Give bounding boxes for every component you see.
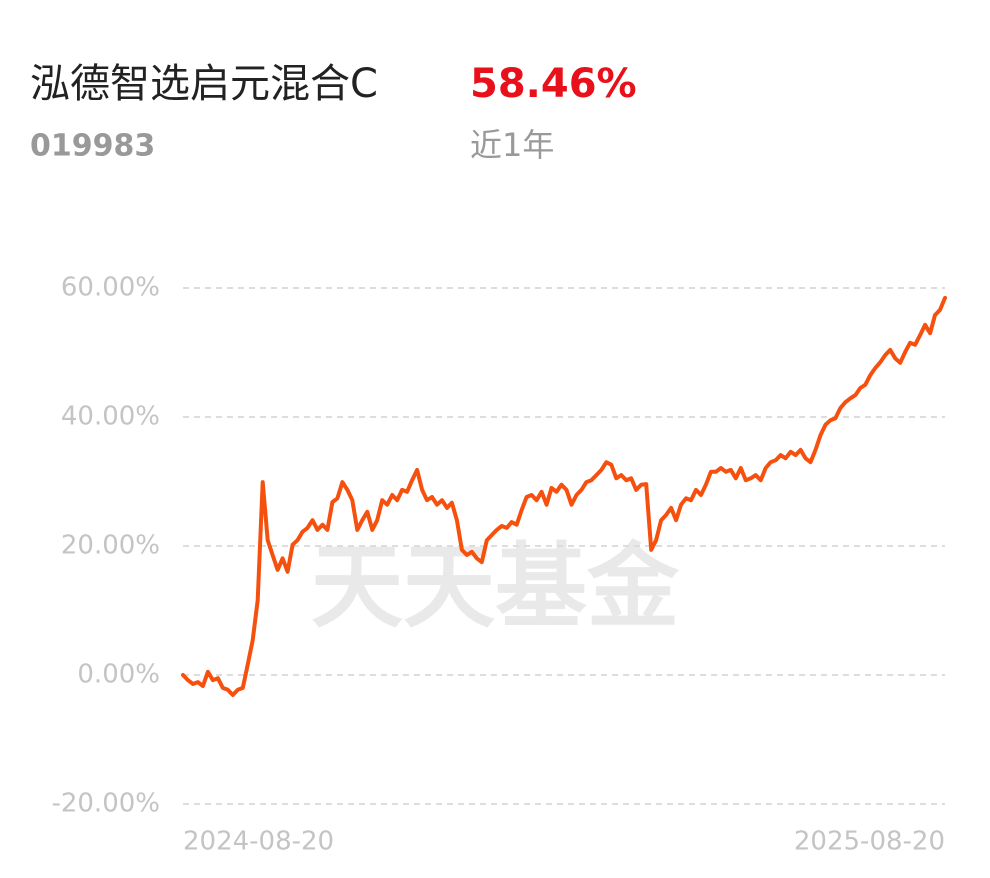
watermark: 天天基金 — [311, 533, 680, 641]
fund-title: 泓德智选启元混合C — [30, 61, 378, 107]
return: 58.46% — [470, 61, 637, 107]
y-tick-label: 20.00% — [61, 531, 160, 561]
line — [181, 295, 947, 697]
x-tick-label: 2024-08-20 — [183, 827, 334, 857]
y-tick-label: -20.00% — [51, 789, 160, 819]
fund-code: 019983 — [30, 129, 155, 164]
y-tick-label: 40.00% — [61, 402, 160, 432]
period: 近1年 — [470, 126, 554, 164]
y-tick-label: 0.00% — [77, 660, 160, 690]
y-tick-label: 60.00% — [61, 273, 160, 303]
x-tick-label: 2025-08-20 — [794, 827, 945, 857]
